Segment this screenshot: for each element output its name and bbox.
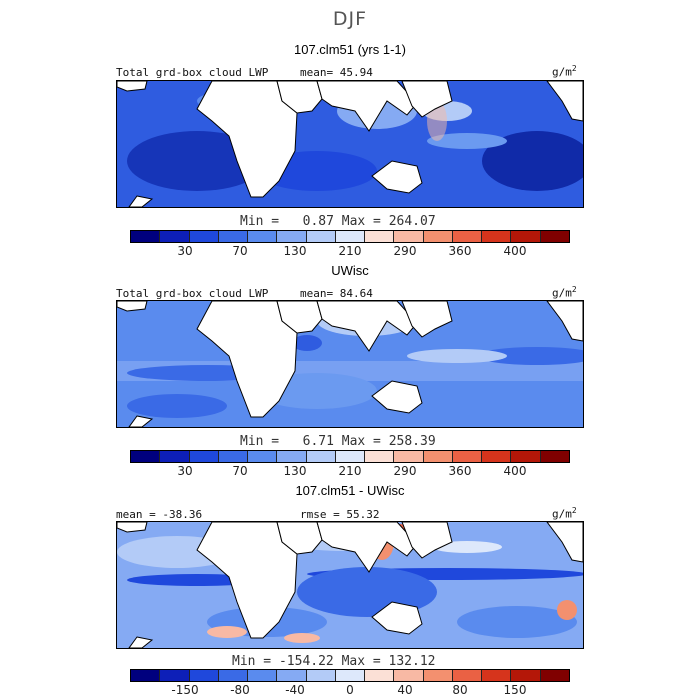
- colorbar-swatch: [248, 670, 278, 681]
- colorbar-swatch: [365, 451, 395, 462]
- colorbar-swatch: [160, 451, 190, 462]
- colorbar-swatch: [306, 670, 336, 681]
- colorbar-swatch: [394, 231, 424, 242]
- colorbar-swatch: [452, 451, 483, 462]
- colorbar-swatch: [482, 670, 512, 681]
- colorbar-swatch: [189, 451, 219, 462]
- colorbar-swatch: [131, 231, 161, 242]
- panel1-colorbar-ticks: 30 70 130 210 290 360 400: [0, 244, 700, 260]
- panel3-rmse-label: rmse = 55.32: [300, 508, 380, 521]
- panel2-units: g/m2: [552, 285, 577, 300]
- colorbar-swatch: [248, 231, 278, 242]
- panel3-units: g/m2: [552, 506, 577, 521]
- panel2-mean-label: mean= 84.64: [300, 287, 373, 300]
- panel2-map: [116, 300, 584, 428]
- colorbar-swatch: [365, 231, 395, 242]
- panel1-units: g/m2: [552, 64, 577, 79]
- panel3-mean-label: mean = -38.36: [116, 508, 203, 521]
- panel3-colorbar-ticks: -150 -80 -40 0 40 80 150: [0, 683, 700, 699]
- tick-label: 400: [503, 464, 527, 478]
- tick-label: 70: [232, 244, 248, 258]
- colorbar-swatch: [423, 670, 453, 681]
- tick-label: 80: [452, 683, 468, 697]
- colorbar-swatch: [482, 231, 512, 242]
- colorbar-swatch: [452, 670, 483, 681]
- colorbar-swatch: [394, 451, 424, 462]
- panel2-colorbar: [130, 450, 570, 463]
- tick-label: 360: [448, 464, 472, 478]
- season-title: DJF: [332, 8, 368, 30]
- colorbar-swatch: [365, 670, 395, 681]
- panel2-min-max: Min = 6.71 Max = 258.39: [240, 434, 436, 449]
- tick-label: 290: [393, 244, 417, 258]
- panel1-title: 107.clm51 (yrs 1-1): [294, 42, 406, 57]
- colorbar-swatch: [306, 231, 336, 242]
- tick-label: -40: [285, 683, 305, 697]
- tick-label: 0: [346, 683, 354, 697]
- colorbar-swatch: [452, 231, 483, 242]
- colorbar-swatch: [277, 231, 307, 242]
- colorbar-swatch: [277, 670, 307, 681]
- colorbar-swatch: [540, 231, 569, 242]
- tick-label: 210: [338, 464, 362, 478]
- colorbar-swatch: [423, 231, 453, 242]
- colorbar-swatch: [218, 451, 249, 462]
- colorbar-swatch: [189, 670, 219, 681]
- colorbar-swatch: [335, 231, 366, 242]
- panel1-min-max: Min = 0.87 Max = 264.07: [240, 214, 436, 229]
- tick-label: 210: [338, 244, 362, 258]
- colorbar-swatch: [160, 231, 190, 242]
- colorbar-swatch: [335, 670, 366, 681]
- colorbar-swatch: [218, 670, 249, 681]
- colorbar-swatch: [277, 451, 307, 462]
- colorbar-swatch: [160, 670, 190, 681]
- tick-label: 290: [393, 464, 417, 478]
- colorbar-swatch: [511, 451, 541, 462]
- panel2-title: UWisc: [331, 263, 369, 278]
- tick-label: 400: [503, 244, 527, 258]
- colorbar-swatch: [131, 670, 161, 681]
- tick-label: 360: [448, 244, 472, 258]
- tick-label: 30: [177, 244, 193, 258]
- colorbar-swatch: [306, 451, 336, 462]
- panel3-title: 107.clm51 - UWisc: [295, 483, 405, 498]
- colorbar-swatch: [131, 451, 161, 462]
- colorbar-swatch: [511, 670, 541, 681]
- colorbar-swatch: [394, 670, 424, 681]
- panel1-map: [116, 80, 584, 208]
- panel2-left-label: Total grd-box cloud LWP: [116, 287, 269, 300]
- colorbar-swatch: [511, 231, 541, 242]
- panel3-map: [116, 521, 584, 649]
- tick-label: -80: [230, 683, 250, 697]
- tick-label: -150: [171, 683, 199, 697]
- colorbar-swatch: [482, 451, 512, 462]
- panel1-mean-label: mean= 45.94: [300, 66, 373, 79]
- tick-label: 130: [283, 464, 307, 478]
- panel2-colorbar-ticks: 30 70 130 210 290 360 400: [0, 464, 700, 480]
- panel1-left-label: Total grd-box cloud LWP: [116, 66, 269, 79]
- tick-label: 70: [232, 464, 248, 478]
- colorbar-swatch: [189, 231, 219, 242]
- colorbar-swatch: [540, 451, 569, 462]
- tick-label: 150: [503, 683, 527, 697]
- colorbar-swatch: [335, 451, 366, 462]
- colorbar-swatch: [218, 231, 249, 242]
- tick-label: 40: [397, 683, 413, 697]
- colorbar-swatch: [248, 451, 278, 462]
- tick-label: 130: [283, 244, 307, 258]
- tick-label: 30: [177, 464, 193, 478]
- panel1-colorbar: [130, 230, 570, 243]
- colorbar-swatch: [540, 670, 569, 681]
- panel3-min-max: Min = -154.22 Max = 132.12: [232, 654, 436, 669]
- panel3-colorbar: [130, 669, 570, 682]
- colorbar-swatch: [423, 451, 453, 462]
